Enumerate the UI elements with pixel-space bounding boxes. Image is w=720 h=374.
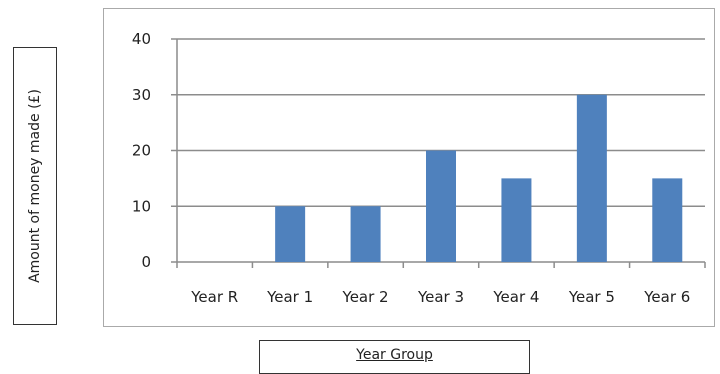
bar-year-5 (576, 94, 607, 262)
x-tick-label: Year 1 (266, 288, 313, 306)
x-tick-label: Year R (190, 288, 238, 306)
bar-year-1 (275, 206, 306, 262)
y-tick-label: 20 (132, 142, 151, 160)
x-tick-label: Year 5 (568, 288, 615, 306)
x-tick-label: Year 2 (342, 288, 389, 306)
bar-year-3 (426, 150, 456, 262)
bar-year-2 (350, 206, 381, 262)
y-tick-label: 10 (132, 197, 151, 215)
x-axis-label-box: Year Group (259, 340, 530, 374)
y-axis-label-box: Amount of money made (£) (13, 47, 57, 325)
x-axis-label: Year Group (356, 347, 433, 363)
y-tick-label: 30 (132, 86, 151, 104)
y-axis-label: Amount of money made (£) (27, 89, 43, 283)
chart-frame: 0 10 20 30 40 Year R Year 1 Year 2 Year 3 Year 4 Y… (103, 8, 715, 327)
x-tick-label: Year 4 (492, 288, 539, 306)
x-tick-label: Year 3 (417, 288, 464, 306)
bar-year-6 (652, 178, 683, 262)
bar-chart: 0 10 20 30 40 Year R Year 1 Year 2 Year 3 Year 4 Y… (132, 30, 706, 306)
x-tick-label: Year 6 (643, 288, 690, 306)
bar-year-4 (501, 178, 532, 262)
y-tick-label: 0 (141, 253, 151, 271)
y-tick-label: 40 (132, 30, 151, 48)
